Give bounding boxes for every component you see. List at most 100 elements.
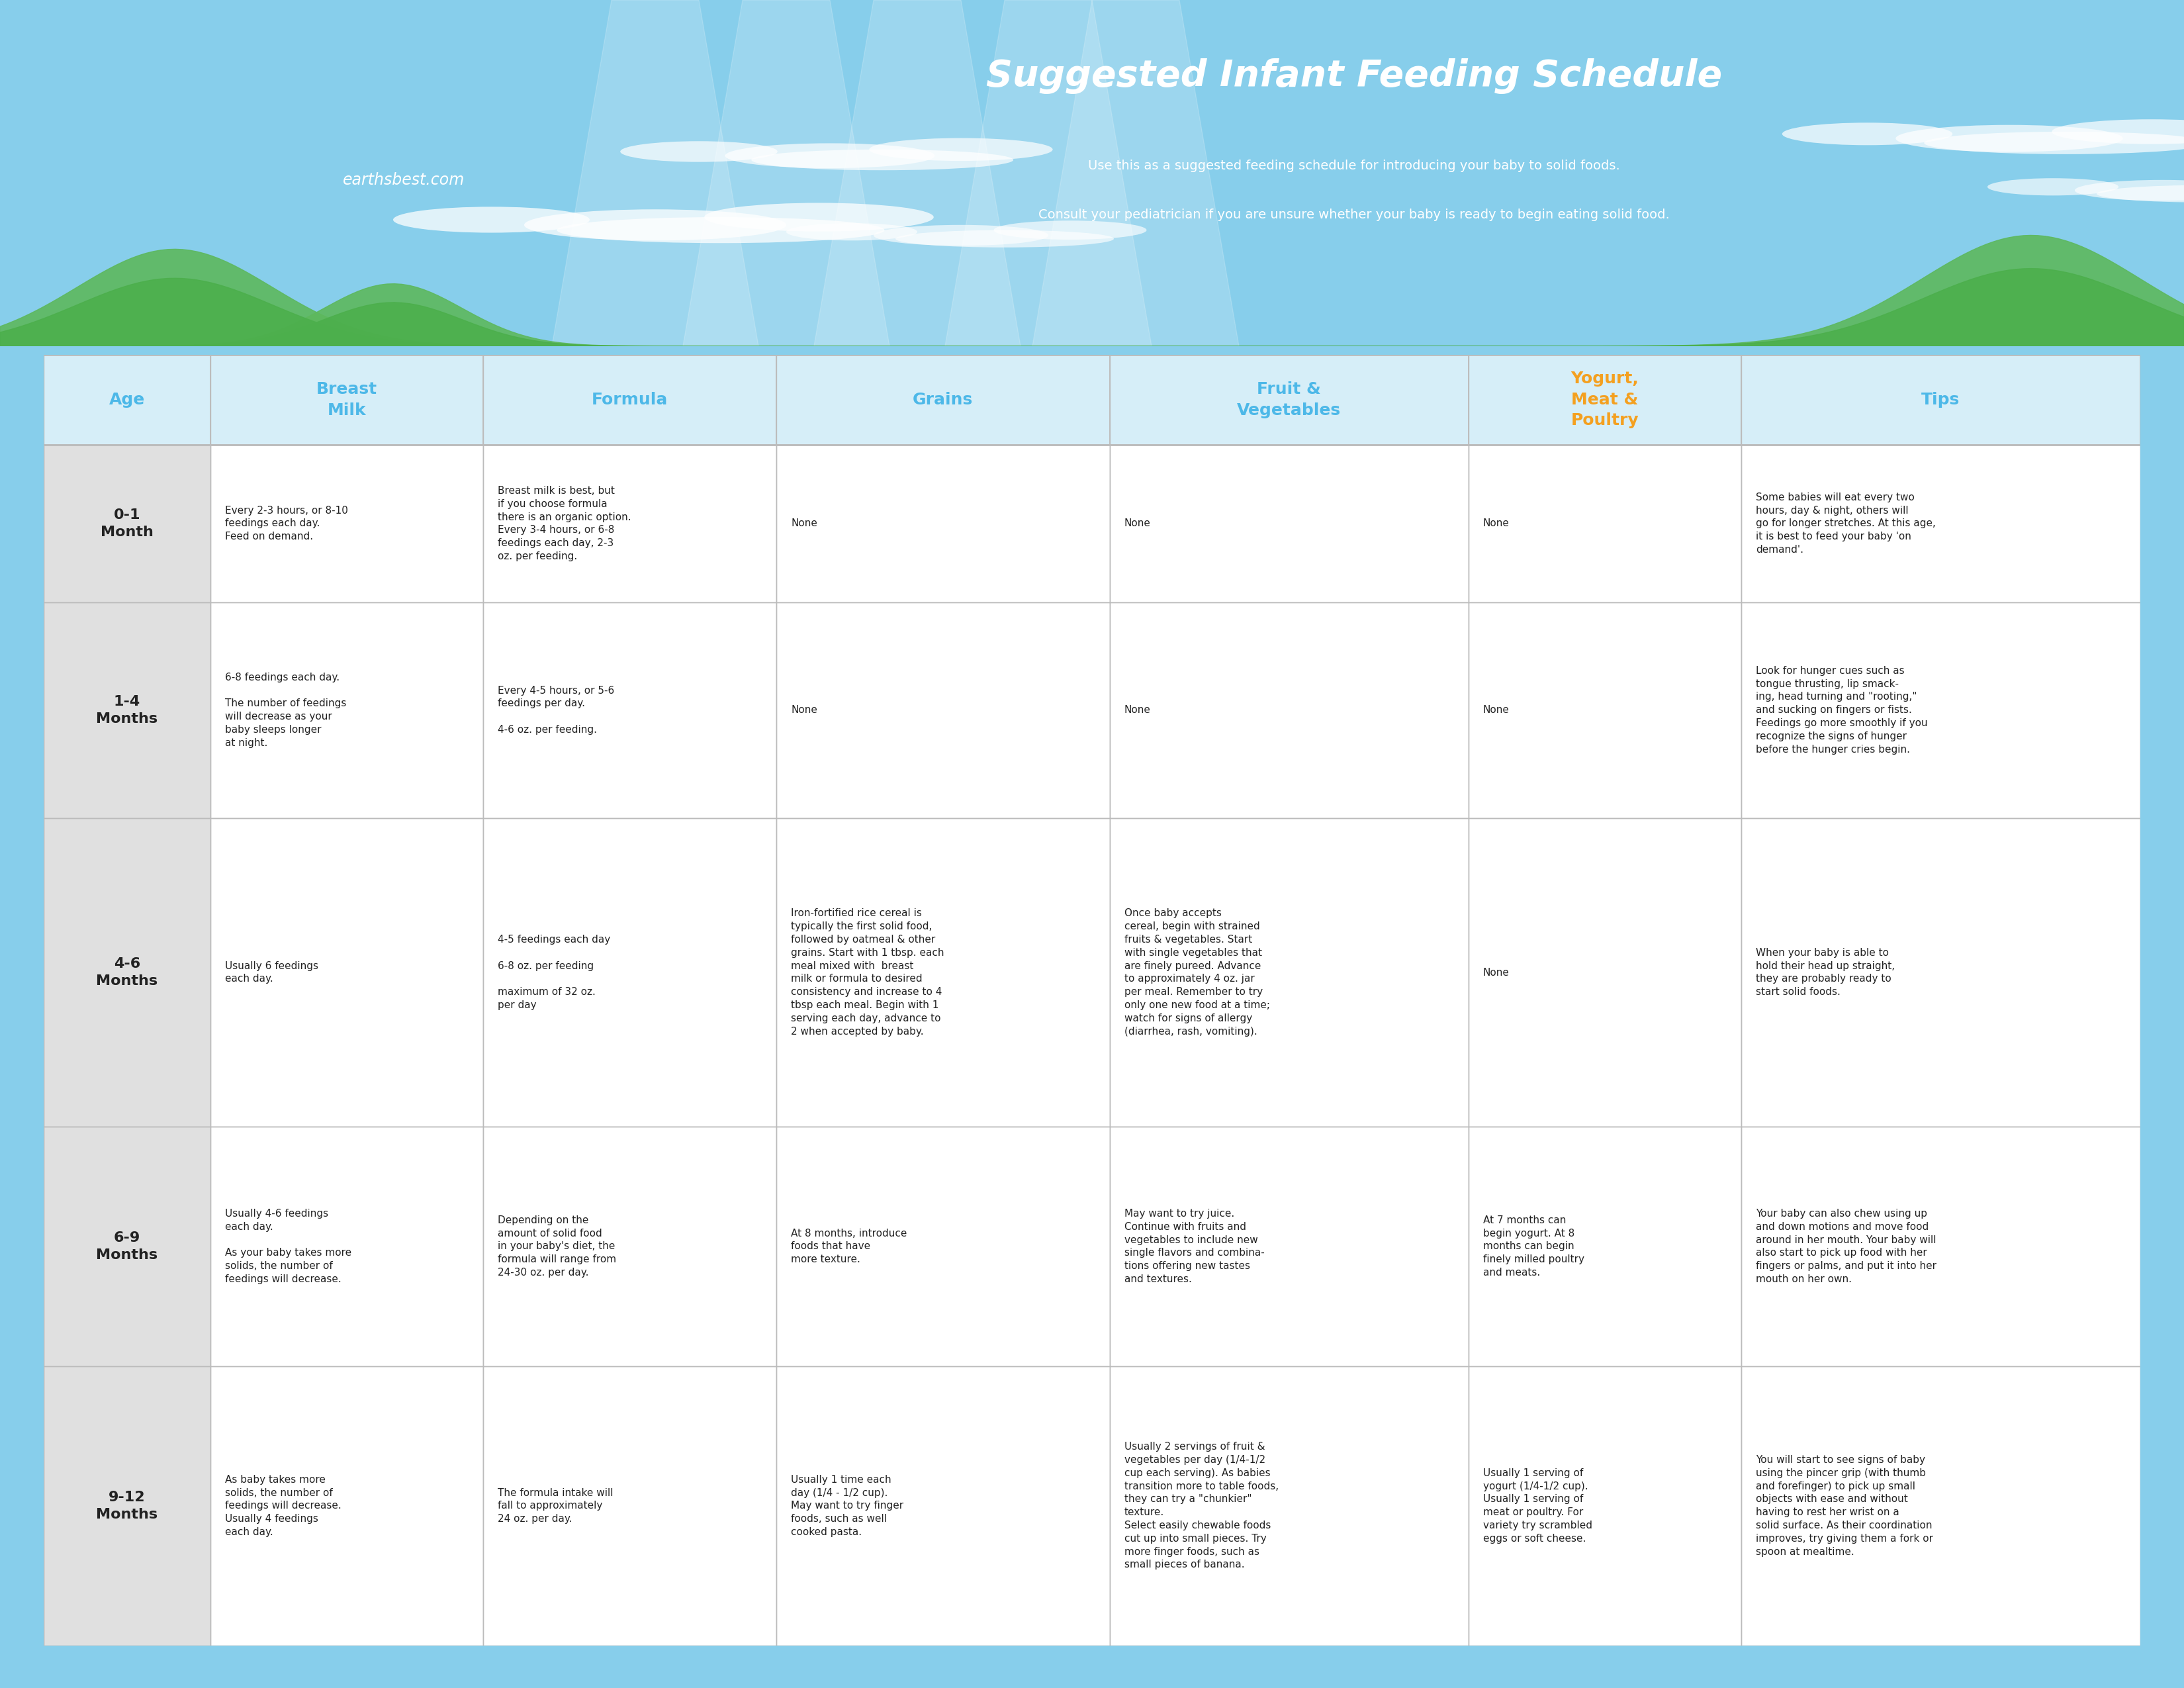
Text: 1-4
Months: 1-4 Months xyxy=(96,695,157,726)
Ellipse shape xyxy=(557,218,885,243)
Bar xyxy=(1468,1128,1741,1366)
Text: At 7 months can
begin yogurt. At 8
months can begin
finely milled poultry
and me: At 7 months can begin yogurt. At 8 month… xyxy=(1483,1215,1583,1278)
Ellipse shape xyxy=(1987,179,2118,196)
Ellipse shape xyxy=(994,221,1147,240)
Bar xyxy=(1468,819,1741,1128)
Text: The formula intake will
fall to approximately
24 oz. per day.: The formula intake will fall to approxim… xyxy=(498,1487,614,1524)
Bar xyxy=(44,446,210,603)
Bar xyxy=(1741,819,2140,1128)
Text: Formula: Formula xyxy=(592,392,668,407)
Bar xyxy=(483,603,775,819)
Text: None: None xyxy=(1483,706,1509,716)
Bar xyxy=(44,354,210,446)
Bar xyxy=(210,1128,483,1366)
Text: Some babies will eat every two
hours, day & night, others will
go for longer str: Some babies will eat every two hours, da… xyxy=(1756,493,1935,555)
Text: Breast milk is best, but
if you choose formula
there is an organic option.
Every: Breast milk is best, but if you choose f… xyxy=(498,486,631,562)
Text: Depending on the
amount of solid food
in your baby's diet, the
formula will rang: Depending on the amount of solid food in… xyxy=(498,1215,616,1278)
Bar xyxy=(483,1128,775,1366)
Text: earthsbest.com: earthsbest.com xyxy=(343,172,465,187)
Bar xyxy=(1109,1128,1468,1366)
Text: Yogurt,
Meat &
Poultry: Yogurt, Meat & Poultry xyxy=(1570,371,1638,429)
Bar xyxy=(44,1366,210,1646)
Polygon shape xyxy=(808,0,1026,381)
Ellipse shape xyxy=(393,206,590,233)
Ellipse shape xyxy=(524,209,786,240)
Bar xyxy=(44,819,210,1128)
Text: Your baby can also chew using up
and down motions and move food
around in her mo: Your baby can also chew using up and dow… xyxy=(1756,1209,1937,1285)
Text: 6-9
Months: 6-9 Months xyxy=(96,1231,157,1263)
Text: Tips: Tips xyxy=(1922,392,1959,407)
Bar xyxy=(483,446,775,603)
Text: Usually 1 serving of
yogurt (1/4-1/2 cup).
Usually 1 serving of
meat or poultry.: Usually 1 serving of yogurt (1/4-1/2 cup… xyxy=(1483,1469,1592,1543)
Text: Usually 4-6 feedings
each day.

As your baby takes more
solids, the number of
fe: Usually 4-6 feedings each day. As your b… xyxy=(225,1209,352,1285)
Polygon shape xyxy=(546,0,764,381)
Text: May want to try juice.
Continue with fruits and
vegetables to include new
single: May want to try juice. Continue with fru… xyxy=(1125,1209,1265,1285)
Ellipse shape xyxy=(725,143,935,169)
Ellipse shape xyxy=(1896,125,2123,152)
Text: At 8 months, introduce
foods that have
more texture.: At 8 months, introduce foods that have m… xyxy=(791,1229,906,1264)
Text: 4-5 feedings each day

6-8 oz. per feeding

maximum of 32 oz.
per day: 4-5 feedings each day 6-8 oz. per feedin… xyxy=(498,935,612,1009)
Bar xyxy=(1741,603,2140,819)
Text: 4-6
Months: 4-6 Months xyxy=(96,957,157,987)
Polygon shape xyxy=(1026,0,1245,381)
Bar xyxy=(210,819,483,1128)
Ellipse shape xyxy=(703,203,935,231)
Text: Iron-fortified rice cereal is
typically the first solid food,
followed by oatmea: Iron-fortified rice cereal is typically … xyxy=(791,908,943,1036)
Polygon shape xyxy=(939,0,1158,381)
Bar xyxy=(1741,1366,2140,1646)
Ellipse shape xyxy=(620,142,778,162)
Text: Consult your pediatrician if you are unsure whether your baby is ready to begin : Consult your pediatrician if you are uns… xyxy=(1037,208,1671,221)
Bar xyxy=(1109,1366,1468,1646)
Text: Usually 1 time each
day (1/4 - 1/2 cup).
May want to try finger
foods, such as w: Usually 1 time each day (1/4 - 1/2 cup).… xyxy=(791,1475,904,1538)
Bar xyxy=(210,603,483,819)
Text: Suggested Infant Feeding Schedule: Suggested Infant Feeding Schedule xyxy=(985,59,1723,95)
Bar xyxy=(210,446,483,603)
Bar xyxy=(775,819,1109,1128)
FancyBboxPatch shape xyxy=(26,344,2158,1656)
Text: 0-1
Month: 0-1 Month xyxy=(100,508,153,538)
Text: Grains: Grains xyxy=(913,392,974,407)
Ellipse shape xyxy=(751,150,1013,170)
Text: You will start to see signs of baby
using the pincer grip (with thumb
and forefi: You will start to see signs of baby usin… xyxy=(1756,1455,1933,1556)
Bar xyxy=(775,603,1109,819)
Bar xyxy=(775,446,1109,603)
Bar xyxy=(1741,446,2140,603)
Bar xyxy=(1109,446,1468,603)
Bar xyxy=(1468,446,1741,603)
Bar xyxy=(483,1366,775,1646)
Bar xyxy=(1741,1128,2140,1366)
Text: Usually 2 servings of fruit &
vegetables per day (1/4-1/2
cup each serving). As : Usually 2 servings of fruit & vegetables… xyxy=(1125,1442,1278,1570)
Ellipse shape xyxy=(1782,123,1952,145)
Ellipse shape xyxy=(874,225,1048,246)
Ellipse shape xyxy=(869,138,1053,160)
Bar xyxy=(44,603,210,819)
Text: Use this as a suggested feeding schedule for introducing your baby to solid food: Use this as a suggested feeding schedule… xyxy=(1088,160,1621,172)
Bar xyxy=(1109,603,1468,819)
Bar xyxy=(210,1366,483,1646)
Polygon shape xyxy=(677,0,895,381)
Text: When your baby is able to
hold their head up straight,
they are probably ready t: When your baby is able to hold their hea… xyxy=(1756,949,1896,998)
Text: None: None xyxy=(1483,967,1509,977)
Bar xyxy=(1468,603,1741,819)
Text: 9-12
Months: 9-12 Months xyxy=(96,1491,157,1521)
Text: Fruit &
Vegetables: Fruit & Vegetables xyxy=(1236,381,1341,419)
Bar xyxy=(775,1128,1109,1366)
Bar xyxy=(1468,1366,1741,1646)
Ellipse shape xyxy=(2097,186,2184,203)
Text: Every 2-3 hours, or 8-10
feedings each day.
Feed on demand.: Every 2-3 hours, or 8-10 feedings each d… xyxy=(225,505,347,542)
Text: Breast
Milk: Breast Milk xyxy=(317,381,378,419)
Text: As baby takes more
solids, the number of
feedings will decrease.
Usually 4 feedi: As baby takes more solids, the number of… xyxy=(225,1475,341,1538)
Bar xyxy=(44,1128,210,1366)
Text: None: None xyxy=(791,518,817,528)
Ellipse shape xyxy=(895,230,1114,248)
Text: None: None xyxy=(1125,706,1151,716)
Ellipse shape xyxy=(786,223,917,240)
Text: Age: Age xyxy=(109,392,144,407)
Text: None: None xyxy=(1125,518,1151,528)
Text: Every 4-5 hours, or 5-6
feedings per day.

4-6 oz. per feeding.: Every 4-5 hours, or 5-6 feedings per day… xyxy=(498,685,614,734)
Text: Look for hunger cues such as
tongue thrusting, lip smack-
ing, head turning and : Look for hunger cues such as tongue thru… xyxy=(1756,665,1928,755)
Text: Usually 6 feedings
each day.: Usually 6 feedings each day. xyxy=(225,960,319,984)
Ellipse shape xyxy=(2053,120,2184,143)
Text: 6-8 feedings each day.

The number of feedings
will decrease as your
baby sleeps: 6-8 feedings each day. The number of fee… xyxy=(225,672,347,748)
Ellipse shape xyxy=(1924,132,2184,154)
